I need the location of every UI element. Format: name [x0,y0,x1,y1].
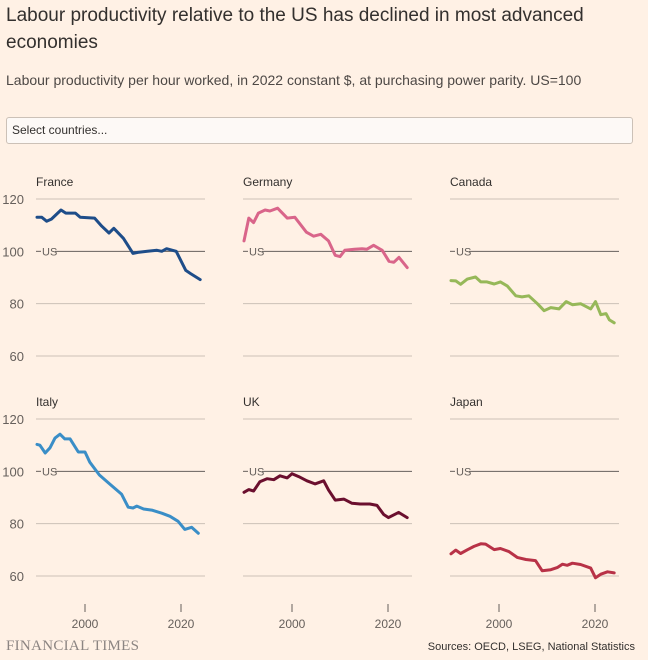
x-tick-label: 2000 [279,617,306,631]
us-reference-label: US [249,466,264,478]
chart-title: Labour productivity relative to the US h… [6,5,584,53]
series-line-canada [449,275,616,325]
us-reference-label: US [456,466,471,478]
country-select[interactable]: Select countries... [6,117,633,144]
us-reference-label: US [249,246,264,258]
y-tick-label: 80 [10,297,24,312]
panel-title-japan: Japan [450,395,483,409]
chart-subtitle: Labour productivity per hour worked, in … [6,72,582,88]
us-reference-label: US [42,466,57,478]
panel-title-germany: Germany [243,175,292,189]
x-tick-label: 2000 [72,617,99,631]
series-line-france [35,208,202,282]
series-line-italy [35,432,200,535]
y-tick-label: 120 [2,412,24,427]
y-tick-label: 60 [10,349,24,364]
series-line-uk [242,472,409,520]
panel-title-canada: Canada [450,175,492,189]
y-tick-label: 100 [2,244,24,259]
x-tick-label: 2020 [375,617,402,631]
country-select-placeholder: Select countries... [12,123,108,137]
panel-title-italy: Italy [36,395,58,409]
us-reference-label: US [456,246,471,258]
series-line-germany [242,206,409,270]
y-tick-label: 120 [2,192,24,207]
x-tick-label: 2020 [582,617,609,631]
us-reference-label: US [42,246,57,258]
ft-logo: FINANCIAL TIMES [6,638,140,654]
x-tick-label: 2000 [486,617,513,631]
sources-note: Sources: OECD, LSEG, National Statistics [427,641,635,653]
series-line-japan [449,542,616,580]
x-tick-label: 2020 [168,617,195,631]
small-multiples-chart: France US 60 80 100 120 Germany US Canada US Italy… [2,175,619,631]
panel-title-uk: UK [243,395,260,409]
panel-title-france: France [36,175,74,189]
y-tick-label: 100 [2,464,24,479]
y-tick-label: 60 [10,569,24,584]
y-tick-label: 80 [10,517,24,532]
